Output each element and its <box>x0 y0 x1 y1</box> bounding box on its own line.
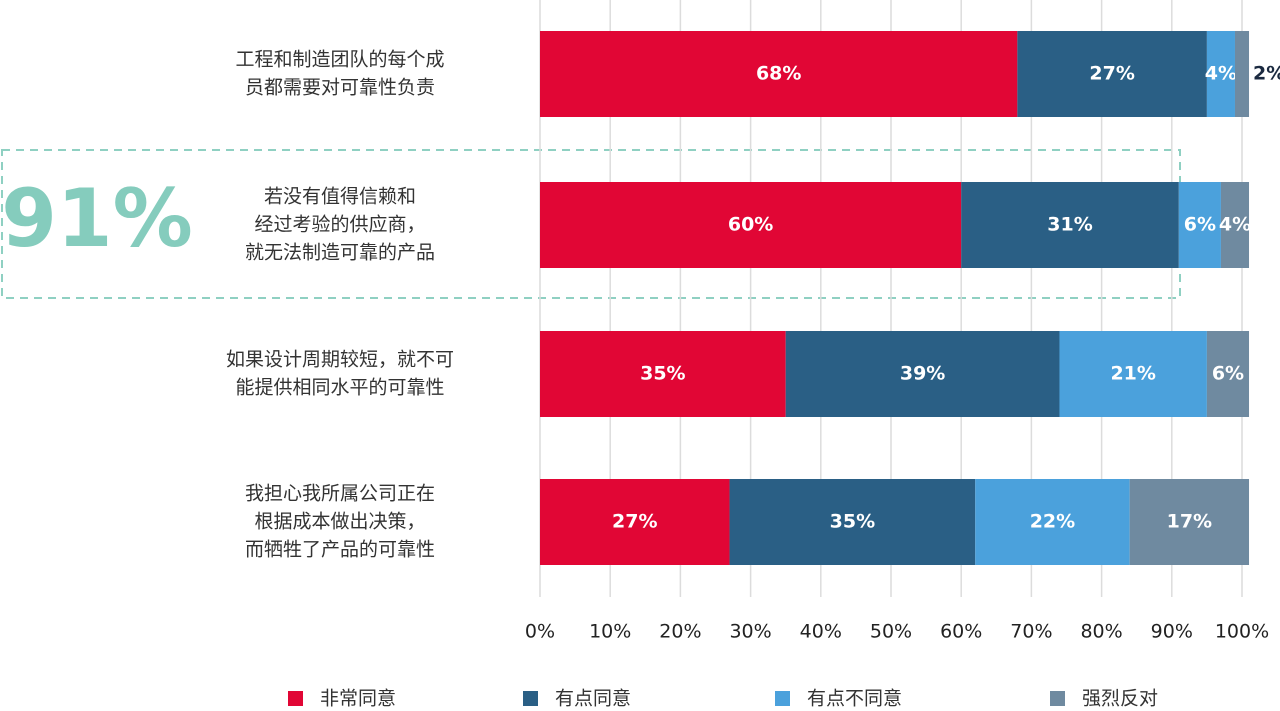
legend-swatch <box>775 691 790 706</box>
value-label: 4% <box>1205 63 1237 85</box>
x-tick-label: 80% <box>1080 621 1122 643</box>
bar-segment <box>1206 31 1235 117</box>
bar-segment <box>540 331 786 417</box>
legend-swatch <box>523 691 538 706</box>
x-tick-label: 20% <box>659 621 701 643</box>
bar-segment <box>1234 31 1250 117</box>
category-label: 若没有值得信赖和 <box>264 186 416 208</box>
value-label: 2% <box>1253 63 1280 85</box>
legend-swatch <box>288 691 303 706</box>
x-tick-label: 100% <box>1215 621 1269 643</box>
bar-segment <box>1206 331 1250 417</box>
value-label: 68% <box>756 63 801 85</box>
value-label: 27% <box>612 511 657 533</box>
value-label: 4% <box>1219 214 1251 236</box>
legend-label: 有点同意 <box>555 688 631 710</box>
value-label: 39% <box>900 363 945 385</box>
bar-segment <box>1059 331 1207 417</box>
bar-segment <box>1178 182 1221 268</box>
bar-segment <box>1129 479 1250 565</box>
category-label: 能提供相同水平的可靠性 <box>235 377 444 399</box>
x-tick-label: 50% <box>870 621 912 643</box>
value-label: 17% <box>1167 511 1212 533</box>
x-tick-label: 10% <box>589 621 631 643</box>
bar-segment <box>785 331 1060 417</box>
bar-segment <box>540 182 962 268</box>
category-label: 员都需要对可靠性负责 <box>245 77 435 99</box>
x-tick-label: 40% <box>800 621 842 643</box>
value-label: 6% <box>1212 363 1244 385</box>
category-label: 就无法制造可靠的产品 <box>245 242 435 264</box>
x-tick-label: 90% <box>1151 621 1193 643</box>
annotation: 91% <box>1 172 192 265</box>
x-tick-label: 60% <box>940 621 982 643</box>
x-tick-label: 0% <box>525 621 555 643</box>
bar-segment <box>975 479 1130 565</box>
value-label: 6% <box>1184 214 1216 236</box>
legend-swatch <box>1050 691 1065 706</box>
x-tick-label: 30% <box>729 621 771 643</box>
value-label: 21% <box>1110 363 1155 385</box>
bar-segment <box>961 182 1179 268</box>
bar-segment <box>540 479 730 565</box>
legend-label: 非常同意 <box>320 688 396 710</box>
category-label: 经过考验的供应商， <box>254 214 425 236</box>
bar-segment <box>729 479 976 565</box>
legend-label: 强烈反对 <box>1082 688 1158 710</box>
bar-segment <box>540 31 1018 117</box>
bar-segment <box>1220 182 1250 268</box>
value-label: 27% <box>1089 63 1134 85</box>
category-label: 我担心我所属公司正在 <box>245 483 435 505</box>
category-label: 而牺牲了产品的可靠性 <box>245 539 435 561</box>
value-label: 60% <box>728 214 773 236</box>
legend-label: 有点不同意 <box>807 688 902 710</box>
bar-segment <box>1017 31 1207 117</box>
category-label: 如果设计周期较短，就不可 <box>226 349 454 371</box>
value-label: 35% <box>830 511 875 533</box>
value-label: 35% <box>640 363 685 385</box>
value-label: 31% <box>1047 214 1092 236</box>
category-label: 工程和制造团队的每个成 <box>235 49 444 71</box>
category-label: 根据成本做出决策， <box>254 511 425 533</box>
x-tick-label: 70% <box>1010 621 1052 643</box>
value-label: 22% <box>1030 511 1075 533</box>
